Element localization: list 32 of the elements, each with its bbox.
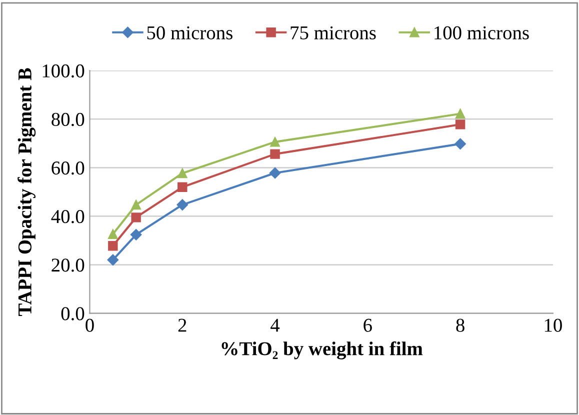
point (455, 108, 466, 119)
point (176, 199, 188, 210)
point (270, 137, 280, 147)
x-tick-label: 4 (270, 318, 280, 332)
point (454, 138, 466, 150)
y-tick-label: 80.0 (52, 112, 84, 126)
y-axis-title: TAPPI Opacity for Pigment B (18, 68, 36, 316)
point (108, 240, 118, 251)
point (131, 200, 141, 210)
x-tick-label: 8 (456, 318, 464, 332)
y-tick-label: 20.0 (52, 258, 84, 272)
x-tick-label: 6 (364, 318, 372, 332)
x-tick-label: 0 (86, 318, 94, 332)
point (270, 149, 280, 159)
legend-label: 75 microns (290, 26, 376, 40)
x-axis-title: %TiO₂ by weight in film (222, 341, 423, 360)
x-tick-label: 10 (544, 318, 562, 332)
point (130, 229, 142, 240)
point (178, 168, 188, 178)
y-tick-label: 0.0 (61, 307, 84, 320)
x-tick-label: 2 (178, 318, 186, 332)
y-tick-label: 60.0 (52, 161, 84, 175)
point (178, 182, 188, 192)
legend-label: 50 microns (147, 26, 232, 40)
point (131, 212, 141, 222)
y-tick-label: 100.0 (42, 64, 84, 78)
legend-label: 100 microns (434, 26, 529, 40)
point (107, 254, 119, 266)
point (269, 167, 281, 179)
y-tick-label: 40.0 (51, 210, 84, 224)
point (108, 229, 118, 240)
point (455, 120, 466, 130)
